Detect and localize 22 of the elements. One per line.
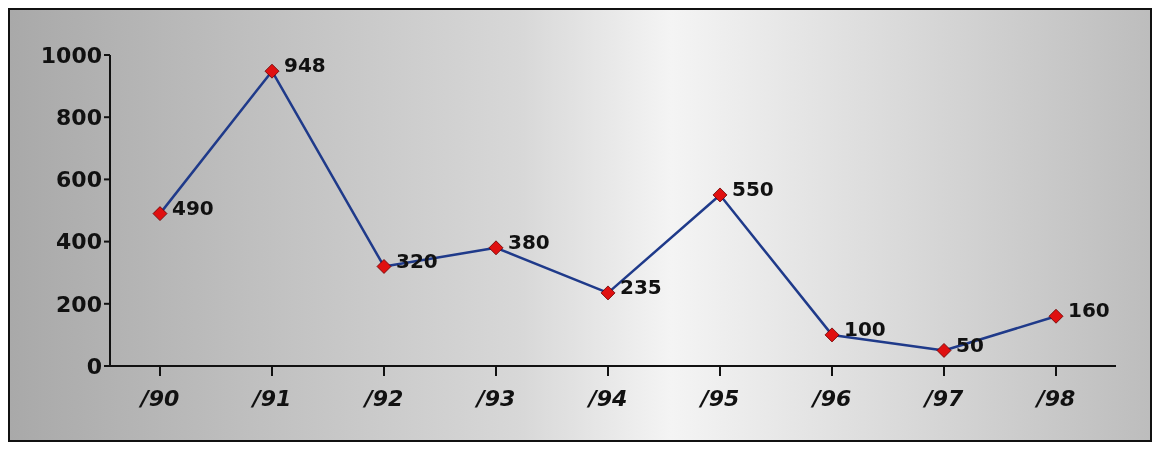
y-tick-label: 1000 [40, 42, 102, 68]
x-tick-label: /97 [921, 385, 965, 411]
x-tick-label: /94 [585, 385, 628, 411]
y-tick-label: 800 [56, 105, 102, 131]
x-tick-label: /90 [137, 385, 180, 411]
y-tick-label: 400 [56, 229, 102, 255]
x-tick-label: /92 [361, 385, 404, 411]
y-tick-label: 0 [86, 353, 102, 379]
data-label: 380 [508, 229, 550, 254]
y-tick-label: 600 [56, 167, 102, 193]
x-tick-label: /96 [809, 385, 852, 411]
data-label: 948 [284, 53, 326, 78]
data-label: 100 [844, 317, 886, 341]
data-label: 235 [620, 275, 662, 300]
x-tick-label: /95 [697, 385, 740, 411]
x-tick-label: /93 [473, 385, 516, 411]
x-tick-label: /98 [1033, 385, 1076, 411]
data-label: 490 [172, 195, 214, 220]
data-label: 160 [1068, 298, 1110, 323]
y-tick-label: 200 [56, 291, 102, 317]
x-tick-label: /91 [249, 385, 292, 411]
data-label: 550 [732, 177, 774, 202]
